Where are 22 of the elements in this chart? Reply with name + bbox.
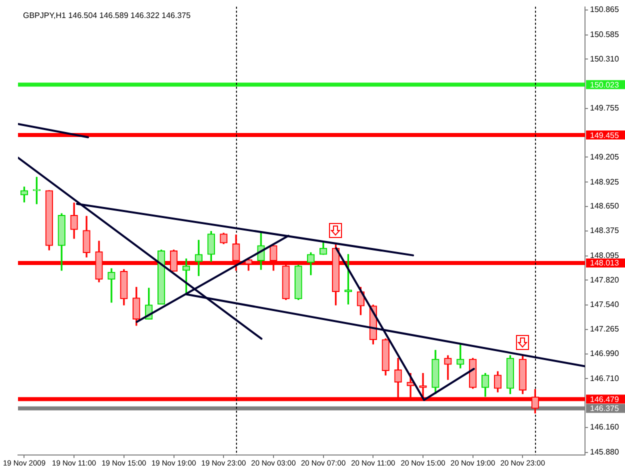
y-tick-label: 147.540 xyxy=(590,300,620,310)
y-tick-label: 146.990 xyxy=(590,349,620,358)
y-tick-label: 146.160 xyxy=(590,422,620,432)
y-tick-label: 149.205 xyxy=(590,152,620,162)
y-tick-label: 150.310 xyxy=(590,54,620,64)
ref-line-label: 148.013 xyxy=(590,258,620,268)
ref-line-label: 149.455 xyxy=(590,130,620,140)
y-tick-label: 148.375 xyxy=(590,226,620,236)
y-tick-label: 149.755 xyxy=(590,104,620,113)
y-tick-label: 150.585 xyxy=(590,30,620,39)
y-tick-label: 148.095 xyxy=(590,250,620,260)
y-tick-label: 146.710 xyxy=(590,374,620,383)
y-tick-label: 148.650 xyxy=(590,202,620,211)
y-tick-label: 147.820 xyxy=(590,275,620,284)
ref-line-label: 146.375 xyxy=(590,404,620,414)
ref-line-label: 150.023 xyxy=(590,80,620,90)
y-tick-label: 150.865 xyxy=(590,5,620,14)
y-tick-label: 147.265 xyxy=(590,324,620,334)
ref-line-label: 146.479 xyxy=(590,394,620,404)
y-tick-label: 145.880 xyxy=(590,448,620,457)
y-tick-label: 148.925 xyxy=(590,177,620,186)
text: GBPJPY,H1 146.504 146.589 146.322 146.375 xyxy=(23,11,192,20)
